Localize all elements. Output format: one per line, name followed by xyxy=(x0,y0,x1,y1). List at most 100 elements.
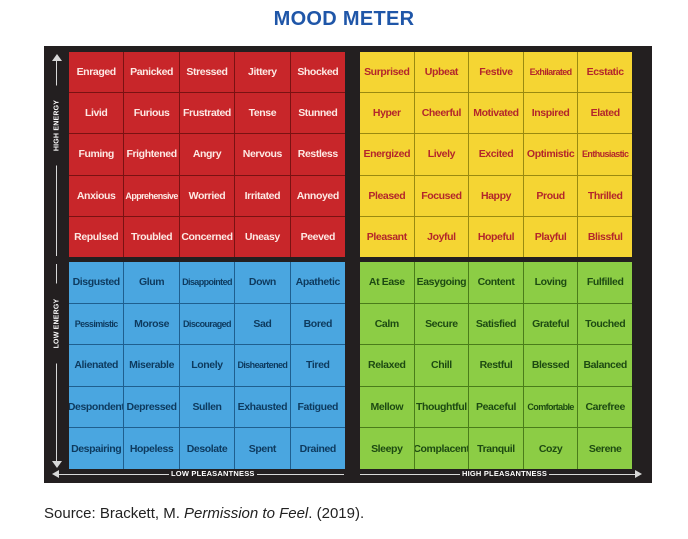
emotion-cell-blissful: Blissful xyxy=(578,216,632,257)
emotion-cell-tense: Tense xyxy=(235,93,290,134)
emotion-cell-loving: Loving xyxy=(523,262,578,303)
emotion-cell-relaxed: Relaxed xyxy=(360,345,414,386)
emotion-cell-fatigued: Fatigued xyxy=(290,386,345,428)
emotion-cell-motivated: Motivated xyxy=(469,93,523,134)
emotion-cell-lonely: Lonely xyxy=(179,345,235,386)
source-book-title: Permission to Feel xyxy=(184,505,309,522)
high-energy-axis: HIGH ENERGY xyxy=(51,54,63,256)
emotion-cell-bored: Bored xyxy=(290,303,345,345)
emotion-cell-focused: Focused xyxy=(414,175,469,216)
emotion-cell-troubled: Troubled xyxy=(124,216,179,257)
emotion-cell-stressed: Stressed xyxy=(179,52,235,93)
emotion-cell-drained: Drained xyxy=(290,428,345,469)
emotion-cell-pleased: Pleased xyxy=(360,175,414,216)
emotion-cell-disgusted: Disgusted xyxy=(69,262,124,303)
emotion-cell-content: Content xyxy=(469,262,523,303)
arrow-up-icon xyxy=(52,54,62,61)
emotion-cell-stunned: Stunned xyxy=(290,93,345,134)
emotion-cell-lively: Lively xyxy=(414,134,469,175)
emotion-cell-excited: Excited xyxy=(469,134,523,175)
low-energy-label: LOW ENERGY xyxy=(53,283,61,364)
emotion-cell-apathetic: Apathetic xyxy=(290,262,345,303)
emotion-cell-livid: Livid xyxy=(69,93,124,134)
emotion-cell-playful: Playful xyxy=(523,216,578,257)
emotion-cell-proud: Proud xyxy=(523,175,578,216)
emotion-cell-shocked: Shocked xyxy=(290,52,345,93)
emotion-cell-secure: Secure xyxy=(414,303,469,345)
emotion-cell-optimistic: Optimistic xyxy=(523,134,578,175)
emotion-cell-repulsed: Repulsed xyxy=(69,216,124,257)
emotion-cell-glum: Glum xyxy=(124,262,179,303)
emotion-cell-joyful: Joyful xyxy=(414,216,469,257)
emotion-cell-tranquil: Tranquil xyxy=(469,428,523,469)
emotion-cell-restful: Restful xyxy=(469,345,523,386)
source-prefix: Source: Brackett, M. xyxy=(44,505,185,522)
emotion-cell-festive: Festive xyxy=(469,52,523,93)
emotion-cell-peaceful: Peaceful xyxy=(469,386,523,428)
emotion-cell-pleasant: Pleasant xyxy=(360,216,414,257)
emotion-cell-depressed: Depressed xyxy=(124,386,179,428)
emotion-cell-touched: Touched xyxy=(578,303,632,345)
emotion-cell-discouraged: Discouraged xyxy=(179,303,235,345)
emotion-cell-upbeat: Upbeat xyxy=(414,52,469,93)
emotion-cell-disheartened: Disheartened xyxy=(235,345,290,386)
emotion-cell-easygoing: Easygoing xyxy=(414,262,469,303)
emotion-cell-anxious: Anxious xyxy=(69,175,124,216)
emotion-cell-apprehensive: Apprehensive xyxy=(124,175,179,216)
emotion-cell-satisfied: Satisfied xyxy=(469,303,523,345)
low-pleasantness-axis: LOW PLEASANTNESS xyxy=(52,469,344,480)
emotion-cell-hyper: Hyper xyxy=(360,93,414,134)
emotion-cell-despairing: Despairing xyxy=(69,428,124,469)
emotion-cell-comfortable: Comfortable xyxy=(523,386,578,428)
mood-meter-board: HIGH ENERGY LOW ENERGY Enraged Panicked St… xyxy=(44,46,652,483)
quadrant-yellow: Surprised Upbeat Festive Exhilarated Ecstati… xyxy=(360,52,632,257)
high-pleasantness-label: HIGH PLEASANTNESS xyxy=(460,469,550,478)
emotion-cell-miserable: Miserable xyxy=(124,345,179,386)
source-citation: Source: Brackett, M. Permission to Feel.… xyxy=(44,505,364,522)
emotion-cell-thoughtful: Thoughtful xyxy=(414,386,469,428)
emotion-cell-down: Down xyxy=(235,262,290,303)
emotion-cell-annoyed: Annoyed xyxy=(290,175,345,216)
emotion-cell-furious: Furious xyxy=(124,93,179,134)
emotion-cell-jittery: Jittery xyxy=(235,52,290,93)
emotion-cell-disappointed: Disappointed xyxy=(179,262,235,303)
emotion-cell-frightened: Frightened xyxy=(124,134,179,175)
emotion-cell-panicked: Panicked xyxy=(124,52,179,93)
emotion-cell-enthusiastic: Enthusiastic xyxy=(578,134,632,175)
emotion-cell-cheerful: Cheerful xyxy=(414,93,469,134)
emotion-cell-nervous: Nervous xyxy=(235,134,290,175)
low-pleasantness-label: LOW PLEASANTNESS xyxy=(169,469,257,478)
arrow-right-icon xyxy=(635,470,642,478)
emotion-cell-sleepy: Sleepy xyxy=(360,428,414,469)
emotion-cell-hopeful: Hopeful xyxy=(469,216,523,257)
page-title: MOOD METER xyxy=(273,8,415,30)
emotion-cell-complacent: Complacent xyxy=(414,428,469,469)
high-pleasantness-axis: HIGH PLEASANTNESS xyxy=(360,469,642,480)
emotion-cell-calm: Calm xyxy=(360,303,414,345)
emotion-cell-sullen: Sullen xyxy=(179,386,235,428)
emotion-cell-elated: Elated xyxy=(578,93,632,134)
emotion-cell-peeved: Peeved xyxy=(290,216,345,257)
arrow-down-icon xyxy=(52,461,62,468)
emotion-cell-surprised: Surprised xyxy=(360,52,414,93)
emotion-cell-sad: Sad xyxy=(235,303,290,345)
quadrant-green: At Ease Easygoing Content Loving Fulfilled Ca… xyxy=(360,262,632,469)
emotion-cell-exhausted: Exhausted xyxy=(235,386,290,428)
emotion-cell-desolate: Desolate xyxy=(179,428,235,469)
emotion-cell-frustrated: Frustrated xyxy=(179,93,235,134)
quadrant-red: Enraged Panicked Stressed Jittery Shocked Liv… xyxy=(69,52,345,257)
emotion-cell-worried: Worried xyxy=(179,175,235,216)
emotion-cell-inspired: Inspired xyxy=(523,93,578,134)
emotion-cell-hopeless: Hopeless xyxy=(124,428,179,469)
arrow-left-icon xyxy=(52,470,59,478)
emotion-cell-irritated: Irritated xyxy=(235,175,290,216)
emotion-cell-tired: Tired xyxy=(290,345,345,386)
emotion-cell-restless: Restless xyxy=(290,134,345,175)
source-suffix: . (2019). xyxy=(308,505,365,522)
high-energy-label: HIGH ENERGY xyxy=(53,85,61,166)
emotion-cell-angry: Angry xyxy=(179,134,235,175)
emotion-cell-spent: Spent xyxy=(235,428,290,469)
low-energy-axis: LOW ENERGY xyxy=(51,264,63,468)
emotion-cell-ecstatic: Ecstatic xyxy=(578,52,632,93)
emotion-cell-pessimistic: Pessimistic xyxy=(69,303,124,345)
